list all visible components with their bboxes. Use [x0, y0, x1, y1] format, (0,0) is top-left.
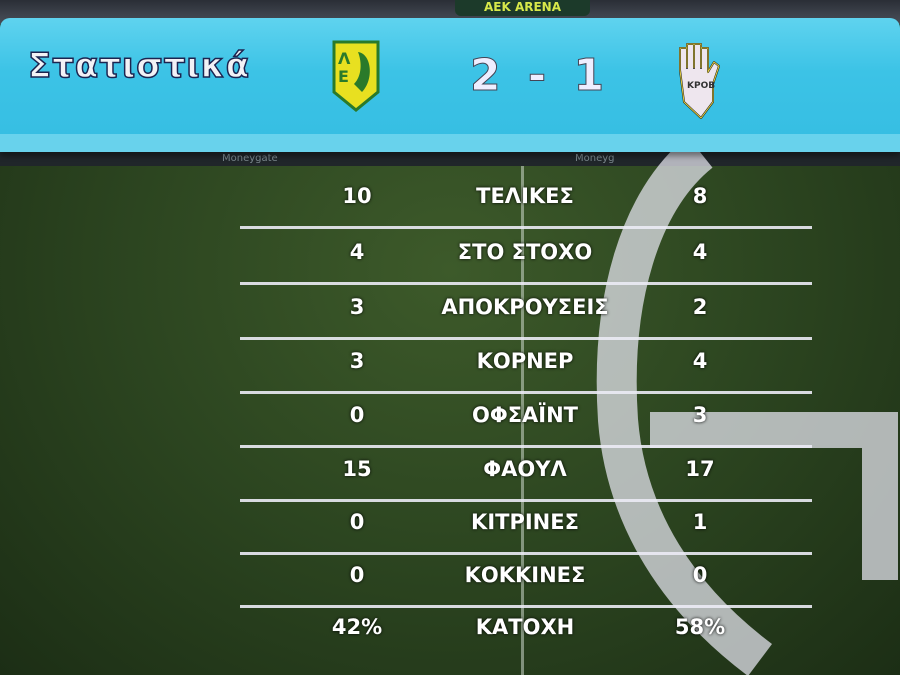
svg-text:ΚΡΟΒ: ΚΡΟΒ [687, 81, 715, 91]
row-divider [240, 391, 812, 394]
row-divider [240, 445, 812, 448]
stat-label: ΚΟΚΚΙΝΕΣ [464, 563, 586, 587]
home-value: 3 [349, 295, 365, 319]
home-team-crest-icon: Λ Ε [332, 40, 380, 112]
match-score: 2 - 1 [469, 50, 611, 102]
home-value: 0 [349, 403, 365, 427]
ad-board: Moneygate Moneyg [0, 152, 900, 166]
stat-label: ΚΙΤΡΙΝΕΣ [471, 510, 579, 534]
home-value: 15 [342, 457, 372, 481]
stat-label: ΟΦΣΑΪΝΤ [471, 403, 578, 427]
away-value: 1 [692, 510, 708, 534]
stat-row: 3 ΚΟΡΝΕΡ 4 [240, 349, 815, 389]
stat-label: ΦΑΟΥΛ [483, 457, 567, 481]
home-value: 0 [349, 510, 365, 534]
away-value: 4 [692, 349, 708, 373]
page-title: Στατιστικά [27, 45, 251, 87]
away-value: 3 [692, 403, 708, 427]
home-value: 42% [331, 615, 383, 639]
svg-text:Λ: Λ [338, 49, 351, 68]
home-value: 10 [342, 184, 372, 208]
stat-row: 10 ΤΕΛΙΚΕΣ 8 [240, 184, 815, 224]
away-value: 17 [685, 457, 715, 481]
away-value: 8 [692, 184, 708, 208]
away-value: 58% [674, 615, 726, 639]
away-value: 4 [692, 240, 708, 264]
pitch-halfway-line [521, 166, 524, 675]
svg-text:Ε: Ε [338, 67, 349, 86]
stat-row: 0 ΟΦΣΑΪΝΤ 3 [240, 403, 815, 443]
header-strip [0, 134, 900, 152]
row-divider [240, 552, 812, 555]
stat-label: ΑΠΟΚΡΟΥΣΕΙΣ [441, 295, 609, 319]
away-value: 0 [692, 563, 708, 587]
row-divider [240, 605, 812, 608]
row-divider [240, 337, 812, 340]
stat-label: ΚΑΤΟΧΗ [475, 615, 575, 639]
home-value: 3 [349, 349, 365, 373]
row-divider [240, 499, 812, 502]
arena-sign: AEK ARENA [455, 0, 590, 16]
home-value: 4 [349, 240, 365, 264]
stat-label: ΚΟΡΝΕΡ [476, 349, 574, 373]
home-value: 0 [349, 563, 365, 587]
stat-row: 15 ΦΑΟΥΛ 17 [240, 457, 815, 497]
stat-row: 0 ΚΙΤΡΙΝΕΣ 1 [240, 510, 815, 550]
ad-text: Moneyg [575, 153, 615, 164]
stat-row: 42% ΚΑΤΟΧΗ 58% [240, 615, 815, 655]
stat-row: 0 ΚΟΚΚΙΝΕΣ 0 [240, 563, 815, 603]
away-value: 2 [692, 295, 708, 319]
row-divider [240, 282, 812, 285]
away-team-crest-icon: ΚΡΟΒ [679, 43, 720, 119]
stat-row: 3 ΑΠΟΚΡΟΥΣΕΙΣ 2 [240, 295, 815, 335]
row-divider [240, 226, 812, 229]
ad-text: Moneygate [222, 153, 278, 164]
stat-row: 4 ΣΤΟ ΣΤΟΧΟ 4 [240, 240, 815, 280]
stat-label: ΣΤΟ ΣΤΟΧΟ [457, 240, 593, 264]
stat-label: ΤΕΛΙΚΕΣ [476, 184, 574, 208]
stats-header [0, 18, 900, 152]
